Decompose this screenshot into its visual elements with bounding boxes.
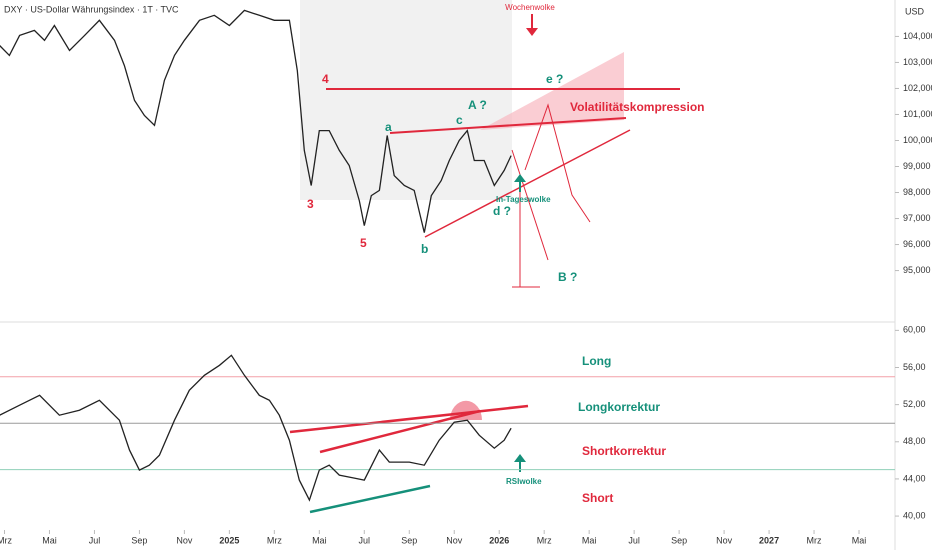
y-tick-label: 102,000 <box>903 83 932 93</box>
x-tick-label: 2025 <box>219 535 239 545</box>
x-tick-label: Mrz <box>807 535 822 545</box>
y-tick-label: 95,000 <box>903 265 931 275</box>
x-tick-label: Sep <box>401 535 417 545</box>
annotation: 4 <box>322 72 329 86</box>
x-tick-label: Mrz <box>0 535 12 545</box>
annotation: Shortkorrektur <box>582 444 666 458</box>
annotations: Wochenwolke e ? 4 A ? c a Volatilitätsko… <box>307 3 704 505</box>
y-tick-label: 44,00 <box>903 473 926 483</box>
x-tick-label: 2026 <box>489 535 509 545</box>
y-tick-label: 103,000 <box>903 57 932 67</box>
annotation: RSIwolke <box>506 477 542 486</box>
annotation: 3 <box>307 197 314 211</box>
y-tick-label: 100,000 <box>903 135 932 145</box>
annotation: 5 <box>360 236 367 250</box>
x-tick-label: Jul <box>89 535 101 545</box>
x-tick-label: Nov <box>176 535 193 545</box>
annotation: A ? <box>468 98 487 112</box>
y-tick-label: 101,000 <box>903 109 932 119</box>
annotation: c <box>456 113 463 127</box>
x-tick-label: Jul <box>359 535 371 545</box>
x-tick-label: Mai <box>42 535 57 545</box>
annotation: d ? <box>493 204 511 218</box>
y-tick-label: 56,00 <box>903 362 926 372</box>
x-tick-label: Nov <box>716 535 733 545</box>
annotation: Long <box>582 354 611 368</box>
x-tick-label: Mrz <box>537 535 552 545</box>
x-tick-label: Mai <box>582 535 597 545</box>
price-line <box>0 354 512 502</box>
y-tick-label: 96,000 <box>903 239 931 249</box>
annotation: Wochenwolke <box>505 3 555 12</box>
x-tick-label: Mai <box>852 535 867 545</box>
x-tick-label: Mai <box>312 535 327 545</box>
price-line <box>0 9 512 233</box>
annotation: e ? <box>546 72 563 86</box>
annotation: a <box>385 120 392 134</box>
y-tick-label: 60,00 <box>903 325 926 335</box>
y-tick-label: 40,00 <box>903 510 926 520</box>
y-tick-label: 97,000 <box>903 213 931 223</box>
x-tick-label: 2027 <box>759 535 779 545</box>
chart-title: DXY · US-Dollar Währungsindex · 1T · TVC <box>4 4 179 14</box>
y-tick-label: 48,00 <box>903 436 926 446</box>
x-tick-label: Sep <box>671 535 687 545</box>
annotation: Volatilitätskompression <box>570 100 704 114</box>
annotation: Longkorrektur <box>578 400 660 414</box>
annotation: Short <box>582 491 613 505</box>
annotation: In-Tageswolke <box>496 195 551 204</box>
currency: USD <box>905 6 925 16</box>
decor <box>0 0 896 550</box>
annotation: b <box>421 242 428 256</box>
annotation: B ? <box>558 270 577 284</box>
x-tick-label: Jul <box>628 535 640 545</box>
y-tick-label: 104,000 <box>903 31 932 41</box>
y-tick-label: 52,00 <box>903 399 926 409</box>
x-tick-label: Nov <box>446 535 463 545</box>
y-tick-label: 98,000 <box>903 187 931 197</box>
x-tick-label: Mrz <box>267 535 282 545</box>
x-tick-label: Sep <box>131 535 147 545</box>
y-tick-label: 99,000 <box>903 161 931 171</box>
